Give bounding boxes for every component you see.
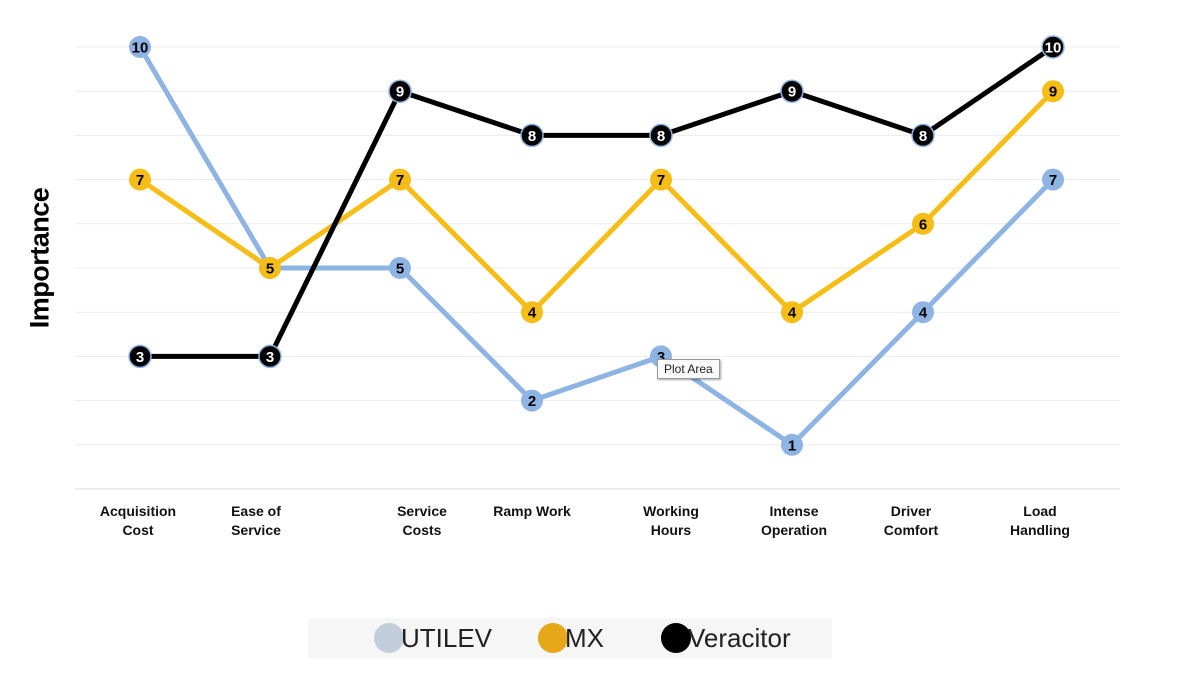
legend-swatch-veracitor [661,623,691,653]
data-label: 5 [396,261,404,278]
data-point[interactable] [1042,80,1064,103]
data-label: 4 [919,305,928,322]
plot-area-tooltip: Plot Area [657,359,720,379]
data-label: 5 [266,261,274,278]
data-point[interactable] [258,344,282,369]
data-point[interactable] [649,123,673,148]
data-label: 3 [657,349,665,366]
data-label: 10 [132,40,149,57]
legend-label-veracitor: Veracitor [688,622,791,653]
series-lines [137,44,1056,448]
data-point[interactable] [780,79,804,103]
data-point[interactable] [129,36,151,58]
series-points: 10552314775747469339889810 [128,35,1065,456]
legend[interactable]: UTILEV MX Veracitor [308,618,832,658]
data-point[interactable] [259,257,281,279]
data-label: 7 [1049,172,1057,189]
legend-item-utilev[interactable]: UTILEV [374,618,495,658]
x-tick-label: Ease of Service [231,503,281,538]
data-label: 7 [396,172,404,189]
data-label: 8 [919,128,927,145]
data-label: 3 [136,349,144,366]
data-label: 1 [788,437,796,454]
data-point[interactable] [911,123,935,148]
legend-label-utilev: UTILEV [401,622,493,653]
data-point[interactable] [1042,168,1064,191]
data-point[interactable] [521,389,543,412]
data-point[interactable] [912,301,934,324]
x-tick-label: Driver Comfort [883,503,939,538]
data-label: 7 [657,172,665,189]
data-point[interactable] [650,168,672,191]
data-point[interactable] [388,79,412,103]
x-tick-label: Working Hours [643,503,699,538]
data-label: 3 [266,349,274,366]
data-point[interactable] [389,168,411,191]
data-label: 2 [528,393,536,410]
legend-swatch-mx [538,623,568,653]
series-line [137,44,1056,359]
y-axis-label: Importance [24,187,55,329]
data-label: 9 [1049,84,1057,101]
series-line [137,88,1056,315]
data-label: 9 [396,84,404,101]
data-point[interactable] [128,344,152,369]
data-label: 6 [919,216,927,233]
x-tick-label: Intense Operation [760,503,828,538]
series-line [137,44,1056,448]
x-tick-label: Load Handling [1010,503,1070,538]
legend-item-mx[interactable]: MX [538,618,607,658]
data-label: 10 [1045,40,1062,57]
data-point[interactable] [521,301,543,324]
data-point[interactable] [1041,35,1065,59]
data-label: 8 [528,128,536,145]
data-point[interactable] [912,212,934,235]
data-point[interactable] [129,168,151,191]
data-label: 9 [788,84,796,101]
legend-swatch-utilev [374,623,404,653]
data-point[interactable] [781,301,803,324]
x-tick-label: Service Costs [397,503,447,538]
legend-label-mx: MX [565,622,604,653]
legend-item-veracitor[interactable]: Veracitor [661,618,794,658]
x-tick-label: Ramp Work [493,503,571,519]
data-point[interactable] [389,257,411,279]
data-label: 8 [657,128,665,145]
data-point[interactable] [520,123,544,148]
data-label: 7 [136,172,144,189]
data-label: 4 [528,305,537,322]
x-tick-label: Acquisition Cost [99,503,177,538]
data-label: 4 [788,305,797,322]
data-point[interactable] [781,433,803,456]
